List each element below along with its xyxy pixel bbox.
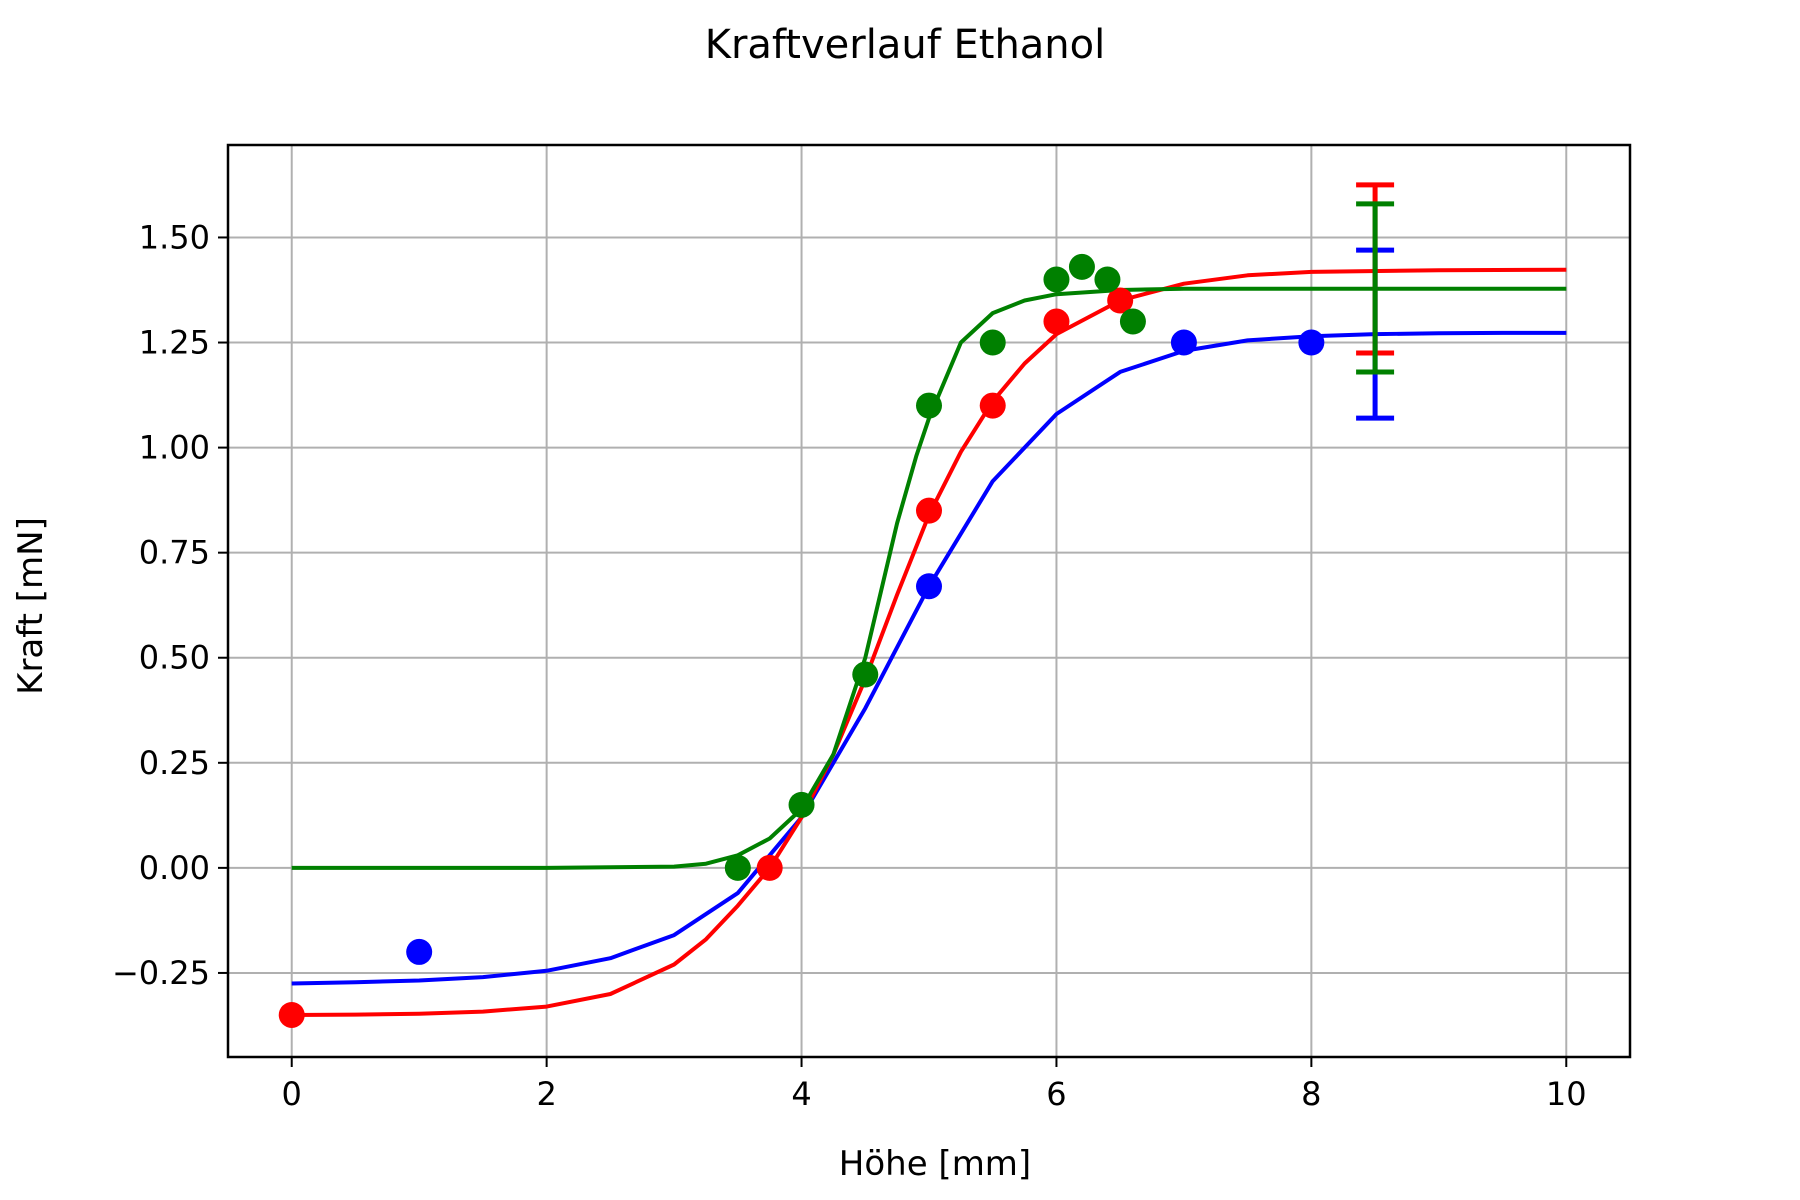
x-tick-label: 10	[1546, 1075, 1587, 1113]
y-tick-label: −0.25	[112, 954, 210, 992]
data-point-red	[756, 854, 783, 881]
chart-title: Kraftverlauf Ethanol	[705, 22, 1106, 68]
data-point-red	[1107, 287, 1134, 314]
x-tick-label: 8	[1301, 1075, 1321, 1113]
data-point-red	[278, 1001, 305, 1028]
plot-frame	[226, 143, 1632, 1059]
y-tick-label: 0.25	[139, 744, 210, 782]
y-tick-label: 0.75	[139, 534, 210, 572]
data-point-blue	[916, 573, 942, 600]
data-point-red	[979, 392, 1006, 419]
x-tick-label: 2	[536, 1075, 556, 1113]
y-tick-label: 0.50	[139, 639, 210, 677]
data-point-green	[979, 329, 1006, 356]
data-points	[278, 253, 1325, 1028]
y-axis-label: Kraft [mN]	[11, 517, 51, 695]
y-tick-label: 1.50	[139, 218, 210, 256]
data-point-blue	[406, 938, 433, 965]
data-point-green	[1119, 308, 1146, 335]
x-tick-label: 0	[282, 1075, 302, 1113]
data-point-green	[724, 854, 751, 881]
data-point-green	[1094, 266, 1121, 293]
grid	[228, 145, 1630, 1057]
data-point-green	[1043, 266, 1070, 293]
x-tick-label: 4	[791, 1075, 811, 1113]
data-point-red	[1043, 308, 1070, 335]
data-point-green	[788, 791, 815, 818]
data-point-green	[852, 661, 879, 688]
y-tick-label: 1.25	[139, 324, 210, 362]
x-axis-label: Höhe [mm]	[839, 1144, 1031, 1184]
data-point-blue	[1170, 329, 1197, 356]
error-bars	[1356, 182, 1395, 421]
data-point-blue	[1298, 329, 1325, 356]
fit-curve-green	[291, 286, 1567, 870]
y-tick-label: 0.00	[139, 849, 210, 887]
x-tick-label: 6	[1046, 1075, 1066, 1113]
axis-ticks: 0 2 4 6 8 10 −0.25 0.00 0.25 0.50 0.75 1.00 1.25 1.50	[112, 218, 1587, 1113]
data-point-green	[1068, 253, 1095, 280]
data-point-green	[916, 392, 942, 419]
data-point-red	[916, 497, 942, 524]
y-tick-label: 1.00	[139, 429, 210, 467]
